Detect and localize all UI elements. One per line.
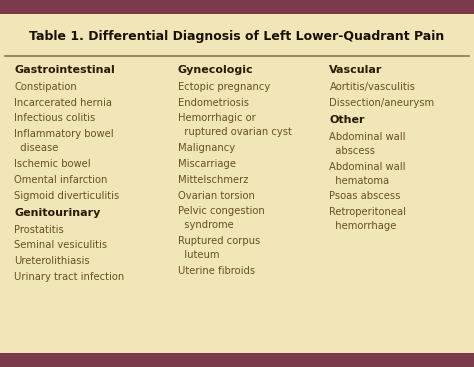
Text: Prostatitis: Prostatitis	[14, 225, 64, 235]
Text: Miscarriage: Miscarriage	[178, 159, 236, 169]
Text: Psoas abscess: Psoas abscess	[329, 191, 401, 201]
Text: Ureterolithiasis: Ureterolithiasis	[14, 256, 90, 266]
Text: Malignancy: Malignancy	[178, 143, 235, 153]
Text: Abdominal wall: Abdominal wall	[329, 161, 406, 172]
Bar	[0, 0, 474, 14]
Text: Retroperitoneal: Retroperitoneal	[329, 207, 406, 217]
Text: Inflammatory bowel: Inflammatory bowel	[14, 129, 114, 139]
Text: Aortitis/vasculitis: Aortitis/vasculitis	[329, 82, 415, 92]
Text: Vascular: Vascular	[329, 65, 383, 75]
Text: Omental infarction: Omental infarction	[14, 175, 108, 185]
Text: Gynecologic: Gynecologic	[178, 65, 254, 75]
Text: Ectopic pregnancy: Ectopic pregnancy	[178, 82, 270, 92]
Text: Abdominal wall: Abdominal wall	[329, 132, 406, 142]
Text: Constipation: Constipation	[14, 82, 77, 92]
Bar	[0, 353, 474, 367]
Text: Genitourinary: Genitourinary	[14, 208, 100, 218]
Text: hemorrhage: hemorrhage	[329, 221, 397, 231]
Text: Ischemic bowel: Ischemic bowel	[14, 159, 91, 169]
Text: disease: disease	[14, 143, 59, 153]
Text: syndrome: syndrome	[178, 220, 234, 230]
Text: Pelvic congestion: Pelvic congestion	[178, 206, 264, 216]
Text: hematoma: hematoma	[329, 175, 390, 186]
Text: Seminal vesiculitis: Seminal vesiculitis	[14, 240, 107, 251]
Text: Other: Other	[329, 115, 365, 125]
Text: Gastrointestinal: Gastrointestinal	[14, 65, 115, 75]
Text: Infectious colitis: Infectious colitis	[14, 113, 95, 123]
Text: Sigmoid diverticulitis: Sigmoid diverticulitis	[14, 190, 119, 200]
Text: Incarcerated hernia: Incarcerated hernia	[14, 98, 112, 108]
Text: abscess: abscess	[329, 146, 375, 156]
Text: Hemorrhagic or: Hemorrhagic or	[178, 113, 255, 123]
Text: Dissection/aneurysm: Dissection/aneurysm	[329, 98, 435, 108]
Text: Endometriosis: Endometriosis	[178, 98, 249, 108]
Text: Mittelschmerz: Mittelschmerz	[178, 175, 248, 185]
Text: Uterine fibroids: Uterine fibroids	[178, 266, 255, 276]
Text: Table 1. Differential Diagnosis of Left Lower-Quadrant Pain: Table 1. Differential Diagnosis of Left …	[29, 30, 445, 43]
Text: Ruptured corpus: Ruptured corpus	[178, 236, 260, 246]
Text: Urinary tract infection: Urinary tract infection	[14, 272, 125, 282]
Text: Ovarian torsion: Ovarian torsion	[178, 190, 255, 200]
Text: ruptured ovarian cyst: ruptured ovarian cyst	[178, 127, 292, 137]
Text: luteum: luteum	[178, 250, 219, 260]
